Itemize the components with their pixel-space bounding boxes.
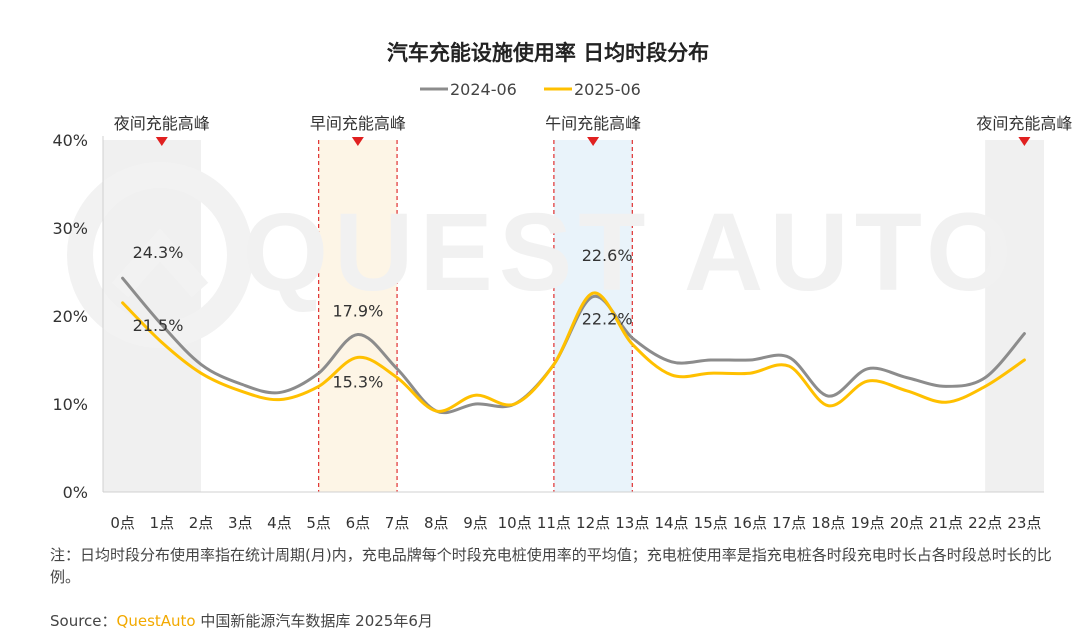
x-tick-label: 9点 [463,514,488,532]
x-tick-label: 4点 [267,514,292,532]
x-tick-label: 19点 [851,514,885,532]
x-tick-label: 12点 [576,514,610,532]
x-tick-label: 11点 [537,514,571,532]
x-tick-label: 1点 [150,514,175,532]
data-labels: 24.3% 21.5% 17.9% 15.3% 22.6% 22.2% [133,243,633,391]
data-label: 24.3% [133,243,184,262]
watermark-text: QUEST AUTO [242,191,1017,314]
x-tick-label: 23点 [1007,514,1041,532]
source-line: Source：QuestAuto 中国新能源汽车数据库 2025年6月 [50,610,433,631]
watermark-logo-ring [67,162,253,348]
x-tick-label: 16点 [733,514,767,532]
x-tick-label: 8点 [424,514,449,532]
x-tick-label: 20点 [890,514,924,532]
chart-title: 汽车充能设施使用率 日均时段分布 [387,41,709,65]
x-tick-label: 18点 [811,514,845,532]
x-tick-label: 15点 [694,514,728,532]
axes: 0% 10% 20% 30% 40% 0点 1点 2点 3点 4点 5点 6点 7点 8点 9点 10点 11点… [52,131,1044,532]
peak-band [318,140,398,492]
peak-bands [103,140,1044,492]
peak-label: 夜间充能高峰 [976,114,1072,133]
peak-marker-icon [351,137,364,146]
x-tick-label: 2点 [189,514,214,532]
x-tick-label: 6点 [346,514,371,532]
data-label: 21.5% [133,316,184,335]
source-brand: QuestAuto [116,612,196,630]
x-tick-label: 14点 [654,514,688,532]
x-tick-label: 10点 [498,514,532,532]
x-tick-label: 21点 [929,514,963,532]
legend: 2024-06 2025-06 [420,80,641,99]
watermark: QUEST AUTO [67,162,1017,348]
x-tick-label: 3点 [228,514,253,532]
x-tick-label: 13点 [615,514,649,532]
source-prefix: Source： [50,612,117,630]
y-tick-label: 20% [52,307,88,326]
y-tick-label: 0% [63,483,88,502]
peak-marker-icon [587,137,600,146]
x-tick-label: 5点 [306,514,331,532]
y-tick-label: 40% [52,131,88,150]
y-tick-label: 30% [52,219,88,238]
legend-label: 2024-06 [450,80,517,99]
peak-label: 夜间充能高峰 [114,114,210,133]
x-tick-label: 0点 [110,514,135,532]
data-label: 22.2% [582,310,633,329]
watermark-logo-house [111,228,209,298]
series-line [121,291,1026,413]
source-text: 中国新能源汽车数据库 2025年6月 [195,612,433,630]
x-tick-label: 17点 [772,514,806,532]
peak-band [985,140,1044,492]
footnote: 注：日均时段分布使用率指在统计周期(月)内，充电品牌每个时段充电桩使用率的平均值… [50,546,1052,586]
data-label: 17.9% [332,301,383,320]
peak-marker-icon [155,137,168,146]
legend-label: 2025-06 [574,80,641,99]
peak-label: 午间充能高峰 [545,114,641,133]
y-tick-label: 10% [52,395,88,414]
peak-band [553,140,633,492]
data-label: 22.6% [582,246,633,265]
series-lines [121,276,1026,415]
peak-label: 早间充能高峰 [310,114,406,133]
peak-annotations: 夜间充能高峰 早间充能高峰 午间充能高峰 夜间充能高峰 [114,114,1072,146]
peak-marker-icon [1018,137,1031,146]
x-tick-label: 7点 [385,514,410,532]
data-label: 15.3% [332,372,383,391]
x-tick-label: 22点 [968,514,1002,532]
usage-chart: QUEST AUTO 汽车充能设施使用率 日均时段分布 2024-06 2025-… [52,41,1072,532]
